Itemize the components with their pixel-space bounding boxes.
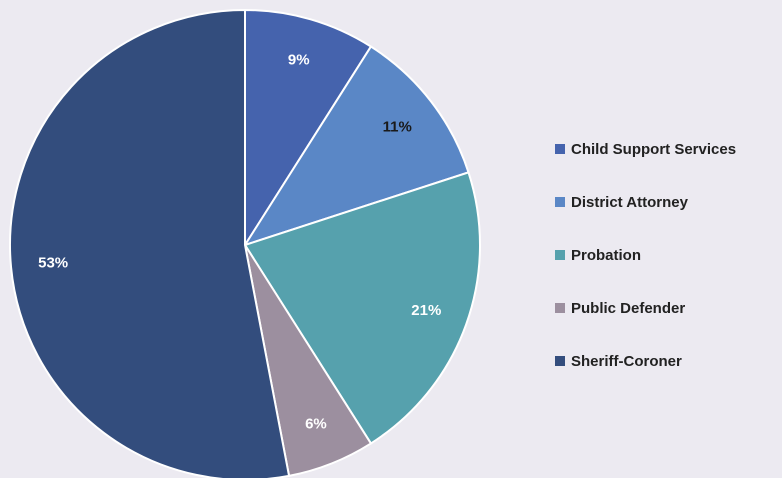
legend-label: Child Support Services <box>571 140 737 158</box>
legend-item-public-defender: Public Defender <box>555 295 736 321</box>
pie-slice-probation <box>243 171 481 445</box>
legend-item-district-attorney: District Attorney <box>555 189 736 215</box>
legend-item-sheriff-coroner: Sheriff-Coroner <box>555 348 736 374</box>
data-label-probation: 21% <box>411 302 441 319</box>
pie-slices <box>9 8 481 478</box>
legend-swatch <box>555 303 565 313</box>
legend-swatch <box>555 250 565 260</box>
legend-swatch <box>555 144 565 154</box>
legend-swatch <box>555 197 565 207</box>
data-label-sheriff-coroner: 53% <box>38 255 68 272</box>
data-label-public-defender: 6% <box>305 416 327 433</box>
legend-label: Public Defender <box>571 299 686 317</box>
pie-slice-sheriff-coroner <box>9 8 291 478</box>
pie-slice-district-attorney <box>242 45 470 247</box>
pie-data-labels: 9% 11% 21% 6% 53% <box>38 51 441 432</box>
legend-label: Sheriff-Coroner <box>571 352 682 370</box>
legend-label: Probation <box>571 246 641 264</box>
legend-item-child-support-services: Child Support Services <box>555 136 736 162</box>
chart-legend: Child Support Services District Attorney P… <box>555 136 736 401</box>
data-label-district-attorney: 11% <box>383 118 412 135</box>
legend-item-probation: Probation <box>555 242 736 268</box>
legend-swatch <box>555 356 565 366</box>
data-label-child-support-services: 9% <box>288 51 310 68</box>
legend-label: District Attorney <box>571 193 688 211</box>
pie-slice-child-support-services <box>244 8 373 249</box>
